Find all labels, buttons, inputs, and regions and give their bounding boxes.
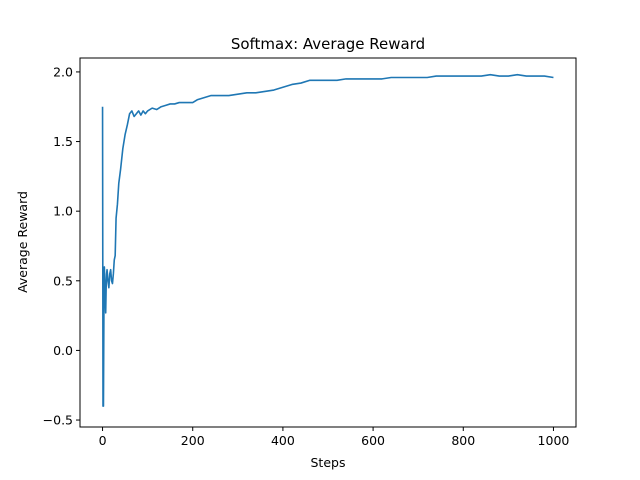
x-tick-label: 400: [271, 433, 295, 448]
plot-area: [101, 73, 554, 407]
y-tick-label: 0.0: [53, 343, 73, 358]
y-tick-label: 2.0: [53, 64, 73, 79]
chart-title: Softmax: Average Reward: [231, 35, 425, 53]
x-tick-label: 600: [361, 433, 385, 448]
y-tick-label: −0.5: [43, 413, 73, 428]
y-axis-label: Average Reward: [15, 191, 30, 293]
x-tick-label: 800: [451, 433, 475, 448]
plot-frame: [79, 57, 577, 428]
x-tick-label: 200: [181, 433, 205, 448]
y-tick-label: 1.5: [53, 134, 73, 149]
x-axis-label: Steps: [311, 455, 346, 470]
ticks: 0 200 400 600 800 1000 −0.5 0.0 0.5 1.0 1.5 2.0: [43, 64, 570, 448]
x-tick-label: 1000: [538, 433, 570, 448]
y-tick-label: 1.0: [53, 204, 73, 219]
y-tick-label: 0.5: [53, 273, 73, 288]
x-tick-label: 0: [99, 433, 107, 448]
series-line-0: [101, 73, 554, 407]
